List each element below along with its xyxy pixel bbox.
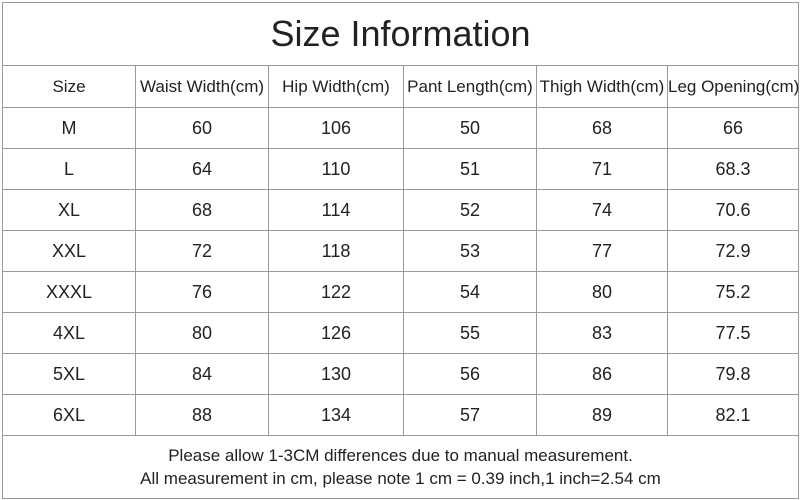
value-cell: 76 (135, 271, 269, 313)
value-cell: 52 (403, 189, 537, 231)
value-cell: 72.9 (666, 230, 800, 272)
footer-row: Please allow 1-3CM differences due to ma… (1, 435, 800, 499)
size-cell: M (2, 107, 136, 149)
value-cell: 122 (268, 271, 404, 313)
column-header: Leg Opening(cm) (666, 65, 799, 108)
value-cell: 106 (268, 107, 404, 149)
footer-note: All measurement in cm, please note 1 cm … (140, 469, 661, 488)
value-cell: 50 (403, 107, 537, 149)
value-cell: 64 (135, 148, 269, 190)
value-cell: 134 (268, 394, 404, 436)
column-header: Thigh Width(cm) (536, 65, 668, 108)
data-row: XL 68 114 52 74 70.6 (2, 189, 800, 231)
data-row: M 60 106 50 68 66 (2, 107, 800, 149)
value-cell: 51 (403, 148, 537, 190)
value-cell: 74 (536, 189, 668, 231)
value-cell: 86 (536, 353, 668, 395)
size-cell: 4XL (2, 312, 136, 354)
data-row: L 64 110 51 71 68.3 (2, 148, 800, 190)
value-cell: 89 (536, 394, 668, 436)
value-cell: 53 (403, 230, 537, 272)
column-header: Pant Length(cm) (403, 65, 537, 108)
column-header: Waist Width(cm) (135, 65, 269, 108)
data-row: XXXL 76 122 54 80 75.2 (2, 271, 800, 313)
value-cell: 82.1 (666, 394, 800, 436)
value-cell: 68 (536, 107, 668, 149)
value-cell: 83 (536, 312, 668, 354)
column-header: Hip Width(cm) (268, 65, 404, 108)
value-cell: 60 (135, 107, 269, 149)
value-cell: 54 (403, 271, 537, 313)
footer: Please allow 1-3CM differences due to ma… (1, 435, 800, 499)
value-cell: 130 (268, 353, 404, 395)
value-cell: 71 (536, 148, 668, 190)
size-cell: L (2, 148, 136, 190)
value-cell: 66 (666, 107, 800, 149)
value-cell: 79.8 (666, 353, 800, 395)
value-cell: 84 (135, 353, 269, 395)
value-cell: 77.5 (666, 312, 800, 354)
value-cell: 110 (268, 148, 404, 190)
size-cell: 6XL (2, 394, 136, 436)
title-row: Size Information (1, 2, 800, 66)
value-cell: 75.2 (666, 271, 800, 313)
value-cell: 126 (268, 312, 404, 354)
data-row: 6XL 88 134 57 89 82.1 (2, 394, 800, 436)
value-cell: 72 (135, 230, 269, 272)
size-cell: XL (2, 189, 136, 231)
value-cell: 77 (536, 230, 668, 272)
header-row: Size Waist Width(cm) Hip Width(cm) Pant Len… (2, 65, 799, 108)
title: Size Information (1, 2, 800, 66)
footer-note: Please allow 1-3CM differences due to ma… (168, 446, 633, 465)
data-row: XXL 72 118 53 77 72.9 (2, 230, 800, 272)
value-cell: 88 (135, 394, 269, 436)
value-cell: 56 (403, 353, 537, 395)
size-cell: 5XL (2, 353, 136, 395)
value-cell: 114 (268, 189, 404, 231)
data-row: 4XL 80 126 55 83 77.5 (2, 312, 800, 354)
value-cell: 80 (536, 271, 668, 313)
value-cell: 57 (403, 394, 537, 436)
value-cell: 55 (403, 312, 537, 354)
size-cell: XXL (2, 230, 136, 272)
value-cell: 68 (135, 189, 269, 231)
value-cell: 118 (268, 230, 404, 272)
size-cell: XXXL (2, 271, 136, 313)
value-cell: 80 (135, 312, 269, 354)
column-header: Size (2, 65, 136, 108)
value-cell: 68.3 (666, 148, 800, 190)
value-cell: 70.6 (666, 189, 800, 231)
data-row: 5XL 84 130 56 86 79.8 (2, 353, 800, 395)
